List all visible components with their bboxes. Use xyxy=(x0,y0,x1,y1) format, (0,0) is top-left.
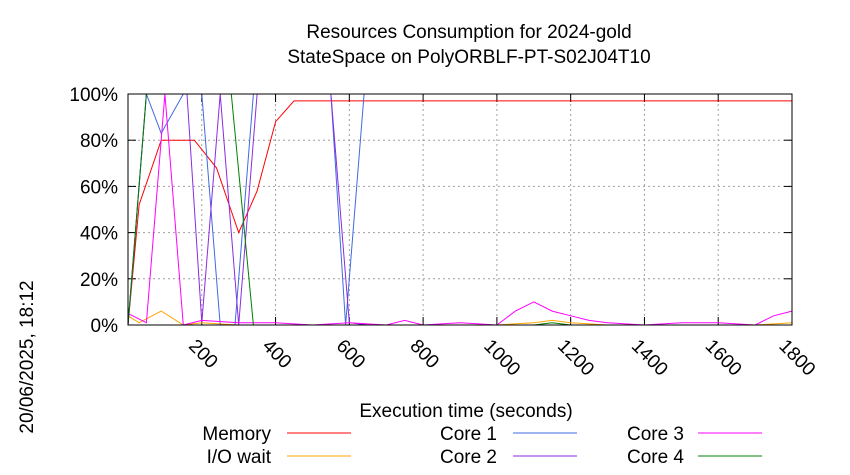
legend-label-core-4: Core 4 xyxy=(627,447,684,468)
x-tick-label: 1600 xyxy=(701,336,746,381)
y-tick-label: 40% xyxy=(80,224,118,245)
series-line-core-4 xyxy=(127,93,792,326)
grid xyxy=(128,94,792,325)
y-tick-label: 100% xyxy=(69,85,118,106)
plot-area-border xyxy=(127,93,793,326)
series-line-core-3 xyxy=(127,93,793,326)
y-tick-label: 60% xyxy=(80,177,118,198)
legend-label-memory: Memory xyxy=(202,424,271,445)
y-tick-label: 20% xyxy=(80,270,118,291)
x-tick-label: 1800 xyxy=(774,336,819,381)
x-tick-label: 1000 xyxy=(479,336,524,381)
x-axis-label: Execution time (seconds) xyxy=(359,401,572,422)
legend-label-core-3: Core 3 xyxy=(627,424,684,445)
chart-title: Resources Consumption for 2024-gold xyxy=(306,22,631,43)
x-tick-label: 800 xyxy=(406,336,443,373)
y-tick-label: 80% xyxy=(80,131,118,152)
series-lines xyxy=(127,93,793,326)
chart-subtitle: StateSpace on PolyORBLF-PT-S02J04T10 xyxy=(287,47,650,68)
x-tick-label: 1400 xyxy=(627,336,672,381)
series-line-core-1 xyxy=(127,93,792,326)
x-axis-ticks: 200 400 600 800 1000 1200 1400 1600 1800 xyxy=(184,94,819,380)
x-tick-label: 600 xyxy=(332,336,369,373)
series-line-memory xyxy=(127,100,792,326)
x-tick-label: 200 xyxy=(184,336,221,373)
x-tick-label: 400 xyxy=(258,336,295,373)
series-line-core-2 xyxy=(127,93,792,326)
legend-label-core-2: Core 2 xyxy=(440,447,497,468)
y-axis-ticks: 0% 20% 40% 60% 80% 100% xyxy=(69,85,792,337)
y-tick-label: 0% xyxy=(91,316,119,337)
x-tick-label: 1200 xyxy=(553,336,598,381)
timestamp-label: 20/06/2025, 18:12 xyxy=(17,280,38,433)
legend-label-core-1: Core 1 xyxy=(440,424,497,445)
legend-label-i-o-wait: I/O wait xyxy=(207,447,272,468)
